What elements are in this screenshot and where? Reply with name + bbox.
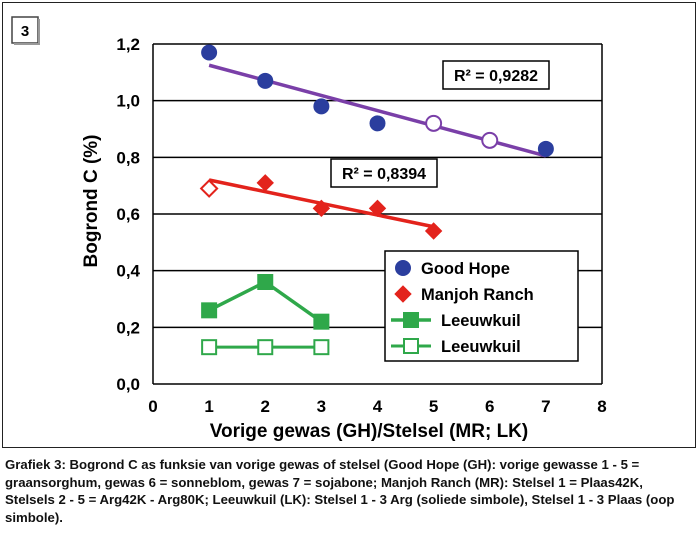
point-leeuwkuil-open — [257, 339, 274, 356]
figure-number-badge: 3 — [11, 16, 40, 45]
x-tick-label: 1 — [204, 397, 213, 416]
legend-label: Leeuwkuil — [441, 338, 521, 356]
legend-label: Leeuwkuil — [441, 312, 521, 330]
x-tick-label: 8 — [597, 397, 606, 416]
point-leeuwkuil-open — [313, 339, 330, 356]
x-tick-label: 2 — [261, 397, 270, 416]
r2-label-manjoh-ranch: R² = 0,8394 — [330, 158, 438, 188]
point-leeuwkuil-open — [201, 339, 218, 356]
x-tick-label: 4 — [373, 397, 383, 416]
x-tick-label: 5 — [429, 397, 438, 416]
legend-marker-manjoh-ranch — [394, 285, 412, 303]
x-tick-label: 6 — [485, 397, 494, 416]
r2-text-good-hope: R² = 0,9282 — [454, 68, 538, 85]
point-manjoh-ranch — [256, 174, 274, 192]
r2-label-good-hope: R² = 0,9282 — [442, 60, 550, 90]
series-lines — [208, 279, 323, 349]
point-good-hope — [369, 115, 386, 132]
figure-number: 3 — [21, 23, 29, 40]
chart: 3 0,0 0,2 0,4 0,6 0,8 1,0 1,2 0 1 2 3 4 5 6 7 8 Bogrond… — [11, 16, 607, 442]
legend: Good Hope Manjoh Ranch Leeuwkuil Leeuwkuil — [384, 250, 579, 362]
y-tick-label: 0,8 — [116, 148, 140, 167]
legend-label: Good Hope — [421, 260, 510, 278]
point-good-hope — [313, 98, 330, 115]
x-tick-label: 3 — [317, 397, 326, 416]
point-good-hope — [537, 140, 554, 157]
point-good-hope — [201, 44, 218, 61]
y-tick-label: 0,2 — [116, 318, 140, 337]
legend-marker-leeuwkuil-open — [403, 338, 419, 354]
legend-marker-good-hope — [395, 260, 411, 276]
figure-frame: 3 0,0 0,2 0,4 0,6 0,8 1,0 1,2 0 1 2 3 4 5 6 7 8 Bogrond… — [2, 2, 696, 448]
x-tick-label: 7 — [541, 397, 550, 416]
point-manjoh-ranch — [312, 199, 331, 218]
point-good-hope — [425, 114, 443, 132]
point-leeuwkuil-solid — [313, 313, 330, 330]
y-tick-label: 0,0 — [116, 375, 140, 394]
point-good-hope — [481, 131, 499, 149]
point-manjoh-ranch — [199, 179, 219, 198]
axes — [152, 44, 603, 385]
y-tick-label: 1,2 — [116, 35, 140, 54]
r2-text-manjoh-ranch: R² = 0,8394 — [342, 166, 426, 183]
y-axis-title: Bogrond C (%) — [81, 135, 102, 268]
point-good-hope — [257, 72, 274, 89]
legend-marker-leeuwkuil-solid — [403, 312, 419, 328]
point-leeuwkuil-solid — [201, 302, 218, 319]
y-tick-label: 0,4 — [116, 262, 140, 281]
point-manjoh-ranch — [424, 222, 443, 240]
point-leeuwkuil-solid — [257, 274, 274, 290]
y-tick-label: 1,0 — [116, 92, 140, 111]
tick-labels: 0,0 0,2 0,4 0,6 0,8 1,0 1,2 0 1 2 3 4 5 6 7 8 — [116, 35, 606, 416]
x-tick-label: 0 — [148, 397, 157, 416]
y-tick-label: 0,6 — [116, 205, 140, 224]
point-manjoh-ranch — [368, 199, 387, 218]
data-points — [199, 44, 554, 356]
figure-caption: Grafiek 3: Bogrond C as funksie van vori… — [5, 457, 675, 525]
legend-label: Manjoh Ranch — [421, 286, 534, 304]
x-axis-title: Vorige gewas (GH)/Stelsel (MR; LK) — [210, 421, 528, 442]
